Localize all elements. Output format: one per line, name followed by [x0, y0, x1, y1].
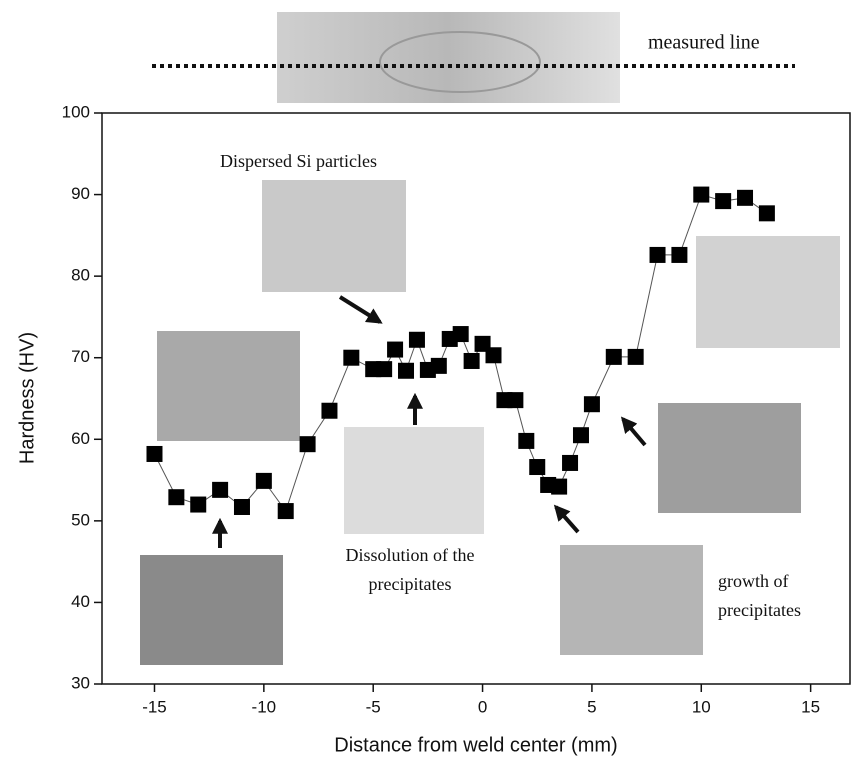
arrow: [553, 504, 580, 534]
data-point: [583, 396, 600, 413]
data-point: [168, 489, 185, 506]
data-point: [551, 478, 568, 495]
arrows: [212, 295, 647, 548]
data-point: [430, 357, 447, 374]
annotation: growth of: [718, 571, 789, 591]
y-tick-label: 60: [71, 429, 90, 448]
x-tick-label: -15: [142, 697, 167, 716]
data-point: [255, 472, 272, 489]
y-tick-label: 90: [71, 184, 90, 203]
annotation: Dispersed Si particles: [220, 151, 377, 171]
x-axis-label: Distance from weld center (mm): [334, 734, 617, 756]
annotation: measured line: [648, 32, 760, 54]
y-tick-label: 30: [71, 673, 90, 692]
data-point: [671, 246, 688, 263]
data-point: [485, 347, 502, 364]
data-point: [507, 392, 524, 409]
micrograph: [344, 427, 484, 534]
data-point: [212, 481, 229, 498]
micrograph: [157, 331, 300, 441]
x-tick-label: 0: [478, 697, 487, 716]
data-point: [715, 193, 732, 210]
data-point: [387, 341, 404, 358]
data-point: [190, 496, 207, 513]
data-point: [737, 189, 754, 206]
arrow: [338, 295, 383, 324]
y-tick-label: 100: [62, 102, 90, 121]
data-point: [518, 432, 535, 449]
data-point: [398, 362, 415, 379]
x-tick-label: 10: [692, 697, 711, 716]
data-point: [321, 402, 338, 419]
data-point: [572, 427, 589, 444]
y-axis-label: Hardness (HV): [16, 332, 38, 464]
data-point: [529, 459, 546, 476]
data-point: [277, 503, 294, 520]
data-point: [605, 348, 622, 365]
plot-frame: [101, 112, 851, 685]
data-point: [376, 361, 393, 378]
x-tick-label: 15: [801, 697, 820, 716]
data-point: [299, 436, 316, 453]
weld-image: [277, 12, 620, 103]
annotation: precipitates: [369, 574, 452, 594]
y-tick-label: 40: [71, 592, 90, 611]
x-tick-label: 5: [587, 697, 596, 716]
micrograph: [696, 236, 840, 348]
data-point: [343, 349, 360, 366]
y-tick-label: 50: [71, 510, 90, 529]
data-point: [452, 326, 469, 343]
annotation: Dissolution of the: [346, 545, 475, 565]
y-tick-label: 80: [71, 266, 90, 285]
micrograph: [658, 403, 801, 513]
annotation: precipitates: [718, 600, 801, 620]
weld-outline: [379, 31, 541, 93]
data-point: [627, 348, 644, 365]
data-point: [758, 205, 775, 222]
data-point: [233, 498, 250, 515]
data-point: [463, 352, 480, 369]
x-tick-label: -5: [366, 697, 381, 716]
micrographs: [140, 180, 840, 665]
data-point: [146, 445, 163, 462]
data-point: [562, 454, 579, 471]
y-tick-label: 70: [71, 347, 90, 366]
arrow: [620, 416, 647, 447]
x-tick-label: -10: [252, 697, 277, 716]
data-point: [408, 331, 425, 348]
data-point: [649, 246, 666, 263]
micrograph: [140, 555, 283, 665]
data-point: [693, 186, 710, 203]
micrograph: [560, 545, 703, 655]
micrograph: [262, 180, 406, 292]
